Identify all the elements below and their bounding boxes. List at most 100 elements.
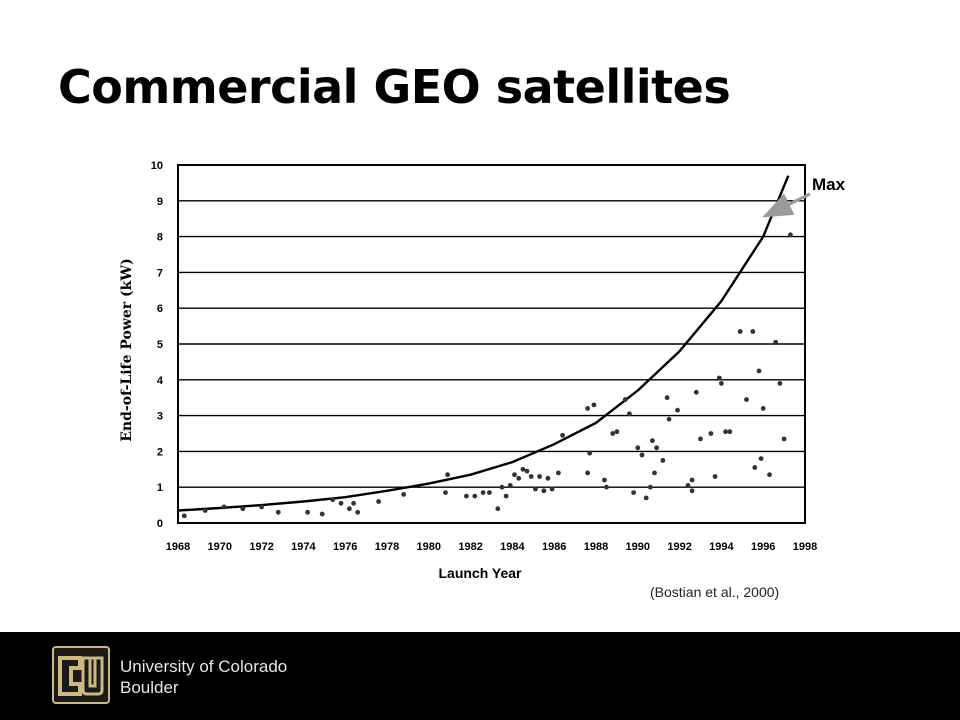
university-campus: Boulder <box>120 678 179 697</box>
satellite-point <box>631 490 636 495</box>
x-tick-label: 1984 <box>500 541 525 553</box>
y-axis-label: End-of-Life Power (kW) <box>119 258 135 441</box>
satellite-point <box>767 472 772 478</box>
y-tick-label: 10 <box>151 160 163 172</box>
y-tick-label: 2 <box>157 446 163 458</box>
satellite-point <box>472 493 478 499</box>
satellite-point <box>591 402 597 408</box>
x-tick-label: 1992 <box>667 541 691 553</box>
x-axis-label: Launch Year <box>438 565 522 581</box>
x-tick-label: 1970 <box>208 541 232 553</box>
satellite-point <box>716 375 722 381</box>
satellite-point <box>689 477 695 483</box>
satellite-point <box>545 475 551 481</box>
satellite-point <box>602 477 607 483</box>
satellite-point <box>495 506 501 512</box>
x-tick-label: 1990 <box>626 541 650 553</box>
satellite-point <box>549 486 555 492</box>
satellite-point <box>622 397 628 402</box>
satellite-point <box>643 495 649 501</box>
satellite-point <box>240 506 246 512</box>
x-tick-labels: 1968 1970 1972 1974 1976 1978 1980 1982 1984 1986… <box>166 541 817 553</box>
x-tick-label: 1994 <box>709 541 734 553</box>
x-tick-label: 1988 <box>584 541 608 553</box>
y-tick-labels: 0 1 2 3 4 5 6 7 8 9 10 <box>151 160 164 530</box>
satellite-point <box>499 484 505 490</box>
satellite-point <box>650 438 655 444</box>
satellite-point <box>752 465 758 470</box>
satellite-point <box>464 493 469 499</box>
x-tick-label: 1982 <box>458 541 482 553</box>
satellite-point <box>305 509 310 515</box>
satellite-point <box>319 511 325 517</box>
cu-logo-icon <box>52 646 110 704</box>
x-tick-label: 1998 <box>793 541 817 553</box>
satellite-point <box>537 474 542 479</box>
y-tick-label: 3 <box>157 411 163 423</box>
launch-power-chart: 0 1 2 3 4 5 6 7 8 9 10 1968 1970 1972 1974 1976 1978 198… <box>119 160 846 581</box>
satellite-point <box>330 497 336 503</box>
max-annotation-label: Max <box>812 175 846 194</box>
satellite-point <box>685 483 691 488</box>
satellite-point <box>758 456 764 461</box>
satellite-point <box>614 429 620 435</box>
satellite-point <box>533 486 538 492</box>
satellite-point <box>503 493 509 499</box>
satellite-point <box>347 506 352 512</box>
y-tick-label: 0 <box>157 518 163 530</box>
satellite-point <box>756 368 762 374</box>
satellite-point <box>788 232 793 238</box>
satellite-point <box>338 500 344 506</box>
x-tick-label: 1976 <box>333 541 357 553</box>
satellite-point <box>487 490 492 495</box>
satellite-point <box>750 329 756 334</box>
x-tick-label: 1974 <box>291 541 316 553</box>
satellite-point <box>652 470 657 476</box>
satellite-point <box>401 492 407 497</box>
satellite-point <box>666 416 672 422</box>
satellite-point <box>647 484 653 490</box>
satellite-point <box>777 381 783 386</box>
satellite-point <box>520 466 526 472</box>
footer-bar: University of Colorado Boulder <box>0 632 960 720</box>
satellite-point <box>664 395 670 401</box>
y-tick-label: 9 <box>157 196 163 208</box>
satellite-point <box>737 329 743 334</box>
satellite-point <box>556 470 561 476</box>
y-tick-label: 5 <box>157 339 163 351</box>
satellite-point <box>221 504 227 510</box>
satellite-point <box>660 458 666 463</box>
y-tick-label: 8 <box>157 232 163 244</box>
satellite-point <box>275 509 281 515</box>
y-tick-label: 6 <box>157 303 163 315</box>
max-annotation-arrow <box>762 192 811 218</box>
satellite-point <box>773 339 779 345</box>
satellite-point <box>181 513 187 519</box>
citation: (Bostian et al., 2000) <box>650 584 780 600</box>
x-tick-label: 1996 <box>751 541 775 553</box>
x-tick-label: 1968 <box>166 541 190 553</box>
satellite-point <box>516 475 522 481</box>
satellite-point <box>512 472 517 478</box>
satellite-point <box>781 436 787 442</box>
y-tick-label: 1 <box>157 482 163 494</box>
satellite-point <box>524 468 530 474</box>
satellite-point <box>604 484 609 490</box>
satellite-point <box>654 445 659 451</box>
satellite-point <box>507 483 513 488</box>
satellite-point <box>639 452 645 458</box>
plot-frame <box>177 164 806 524</box>
satellite-point <box>708 431 714 436</box>
satellite-point <box>719 381 724 386</box>
satellite-point <box>355 509 361 515</box>
satellite-point <box>698 436 703 442</box>
y-tick-label: 7 <box>157 267 163 279</box>
x-tick-label: 1980 <box>417 541 441 553</box>
slide-title: Commercial GEO satellites <box>58 60 731 114</box>
satellite-point <box>587 450 593 456</box>
satellite-point <box>351 500 356 506</box>
satellite-point <box>712 474 718 479</box>
satellite-point <box>635 445 641 451</box>
satellite-point <box>744 397 749 402</box>
x-tick-label: 1978 <box>375 541 399 553</box>
